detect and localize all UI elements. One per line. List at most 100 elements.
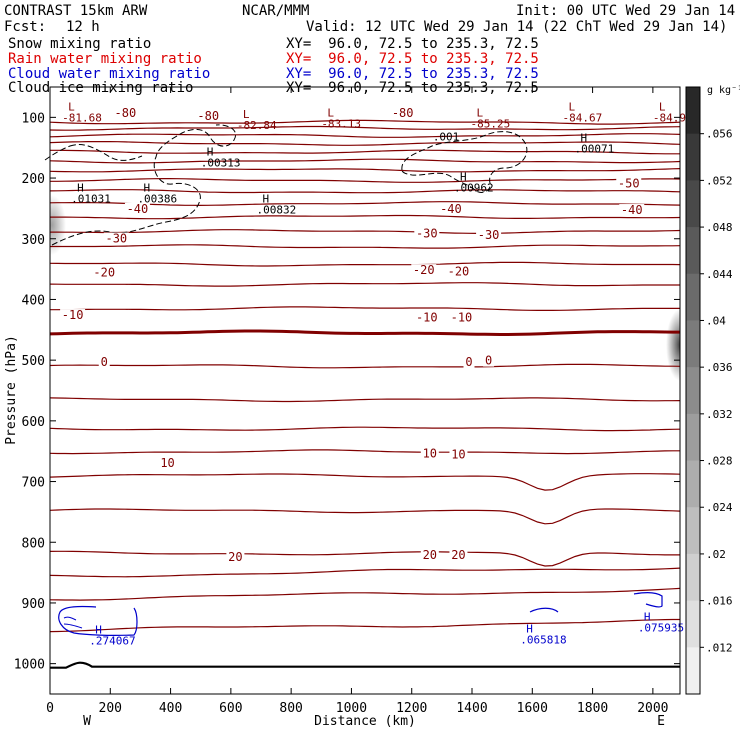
colorbar-segment bbox=[686, 320, 700, 368]
contour-label: 20 bbox=[423, 548, 437, 562]
isotherm-25 bbox=[50, 473, 680, 491]
high-marker: H bbox=[77, 181, 84, 194]
low-marker: L bbox=[243, 108, 250, 121]
colorbar-tick-label: .02 bbox=[706, 548, 726, 561]
isotherm-m70 bbox=[50, 133, 680, 138]
isotherm-m50 bbox=[50, 168, 680, 173]
contour-label: 20 bbox=[228, 550, 242, 564]
contour-label-bg bbox=[420, 447, 439, 460]
contour-label-bg bbox=[448, 311, 474, 324]
cloud-water-contour-west bbox=[58, 605, 138, 636]
isotherm-m45 bbox=[50, 178, 680, 183]
isotherm-35 bbox=[50, 550, 680, 567]
contour-label-bg bbox=[112, 106, 138, 119]
x-tick-label: 1200 bbox=[396, 701, 427, 716]
field-snow-xy: XY= 96.0, 72.5 to 235.3, 72.5 bbox=[286, 36, 539, 52]
low-marker: L bbox=[327, 107, 334, 120]
high-marker: H bbox=[95, 623, 102, 636]
contour-label-bg bbox=[411, 264, 437, 277]
isotherm-m15 bbox=[50, 261, 680, 267]
contour-label: -30 bbox=[105, 232, 127, 246]
cloud-water-contour-east bbox=[633, 592, 663, 608]
low-marker: L bbox=[68, 101, 75, 114]
extremum-value: .065818 bbox=[520, 634, 566, 647]
colorbar-segment bbox=[686, 507, 700, 555]
low-marker: L bbox=[659, 101, 666, 114]
x-tick-label: 1800 bbox=[577, 701, 608, 716]
isotherm-0 bbox=[50, 329, 680, 336]
init-time: Init: 00 UTC Wed 29 Jan 14 bbox=[516, 3, 736, 19]
x-tick-label: 200 bbox=[99, 701, 122, 716]
y-tick-label: 600 bbox=[22, 415, 45, 430]
contour-label-bg bbox=[476, 228, 502, 241]
y-tick-label: 1000 bbox=[14, 658, 45, 673]
contour-label-bg bbox=[124, 202, 150, 215]
isotherm-50 bbox=[50, 618, 680, 633]
colorbar-tick-label: .056 bbox=[706, 128, 733, 141]
y-tick-label: 200 bbox=[22, 172, 45, 187]
contour-label: 0 bbox=[101, 355, 108, 369]
high-marker: H bbox=[644, 611, 651, 624]
y-tick-label: 500 bbox=[22, 354, 45, 369]
y-tick-label: 400 bbox=[22, 293, 45, 308]
colorbar-tick-label: .048 bbox=[706, 221, 733, 234]
contour-label: -40 bbox=[127, 202, 149, 216]
isotherm-m30 bbox=[50, 214, 680, 220]
isotherm-5 bbox=[50, 363, 680, 369]
y-axis-label: Pressure (hPa) bbox=[4, 335, 19, 445]
contour-label: -30 bbox=[478, 228, 500, 242]
contour-label-bg bbox=[616, 177, 642, 190]
terrain-line bbox=[50, 661, 680, 669]
colorbar-segment bbox=[686, 227, 700, 275]
colorbar-tick-label: .016 bbox=[706, 595, 733, 608]
contour-label: -20 bbox=[413, 263, 435, 277]
field-cloudwater-xy: XY= 96.0, 72.5 to 235.3, 72.5 bbox=[286, 66, 539, 82]
high-marker: H bbox=[263, 192, 270, 205]
forecast-hours: 12 h bbox=[66, 19, 100, 35]
isotherm-m20 bbox=[50, 244, 680, 249]
contour-label: -50 bbox=[618, 176, 640, 190]
contour-label-bg bbox=[60, 309, 86, 322]
field-rain-xy: XY= 96.0, 72.5 to 235.3, 72.5 bbox=[286, 51, 539, 67]
plot-frame bbox=[49, 86, 681, 695]
colorbar-segment bbox=[686, 553, 700, 602]
contour-label: -40 bbox=[621, 203, 643, 217]
contour-label-bg bbox=[449, 448, 468, 461]
colorbar-unit: g kg⁻¹ bbox=[707, 85, 740, 96]
contour-label-bg bbox=[91, 266, 117, 279]
x-end-label-east: E bbox=[657, 714, 665, 729]
contour-label-bg bbox=[195, 109, 221, 122]
high-marker: H bbox=[143, 181, 150, 194]
colorbar-tick-label: .032 bbox=[706, 408, 733, 421]
extremum-value: .274067 bbox=[89, 634, 135, 647]
contour-label: 0 bbox=[465, 355, 472, 369]
colorbar-frame bbox=[685, 86, 701, 695]
extremum-value: .01031 bbox=[71, 192, 111, 205]
contour-label: 10 bbox=[423, 446, 437, 460]
colorbar-tick-label: .012 bbox=[706, 641, 733, 654]
cloud-water-contour-mid bbox=[529, 607, 559, 613]
x-tick-label: 600 bbox=[219, 701, 242, 716]
contour-label-bg bbox=[445, 265, 471, 278]
contour-label-bg bbox=[390, 106, 416, 119]
cloud-ice-contour-label: .001 bbox=[433, 130, 460, 143]
contour-label: -80 bbox=[197, 109, 219, 123]
field-cloudice-name: Cloud ice mixing ratio bbox=[8, 80, 194, 96]
extremum-value: .00313 bbox=[201, 157, 241, 170]
contour-label-bg bbox=[449, 548, 468, 561]
colorbar-segment bbox=[686, 413, 700, 462]
high-marker: H bbox=[526, 623, 533, 636]
x-end-label-west: W bbox=[83, 714, 91, 729]
contour-label: 0 bbox=[485, 354, 492, 368]
extremum-value: .00386 bbox=[137, 192, 177, 205]
contour-label: 20 bbox=[451, 548, 465, 562]
contour-label-bg bbox=[98, 355, 110, 368]
y-tick-label: 300 bbox=[22, 233, 45, 248]
contour-label-bg bbox=[438, 202, 464, 215]
x-tick-label: 0 bbox=[46, 701, 54, 716]
colorbar-tick-label: .036 bbox=[706, 361, 733, 374]
high-marker: H bbox=[207, 146, 214, 159]
x-tick-label: 1400 bbox=[456, 701, 487, 716]
low-marker: L bbox=[477, 107, 484, 120]
org-title: NCAR/MMM bbox=[242, 3, 310, 19]
